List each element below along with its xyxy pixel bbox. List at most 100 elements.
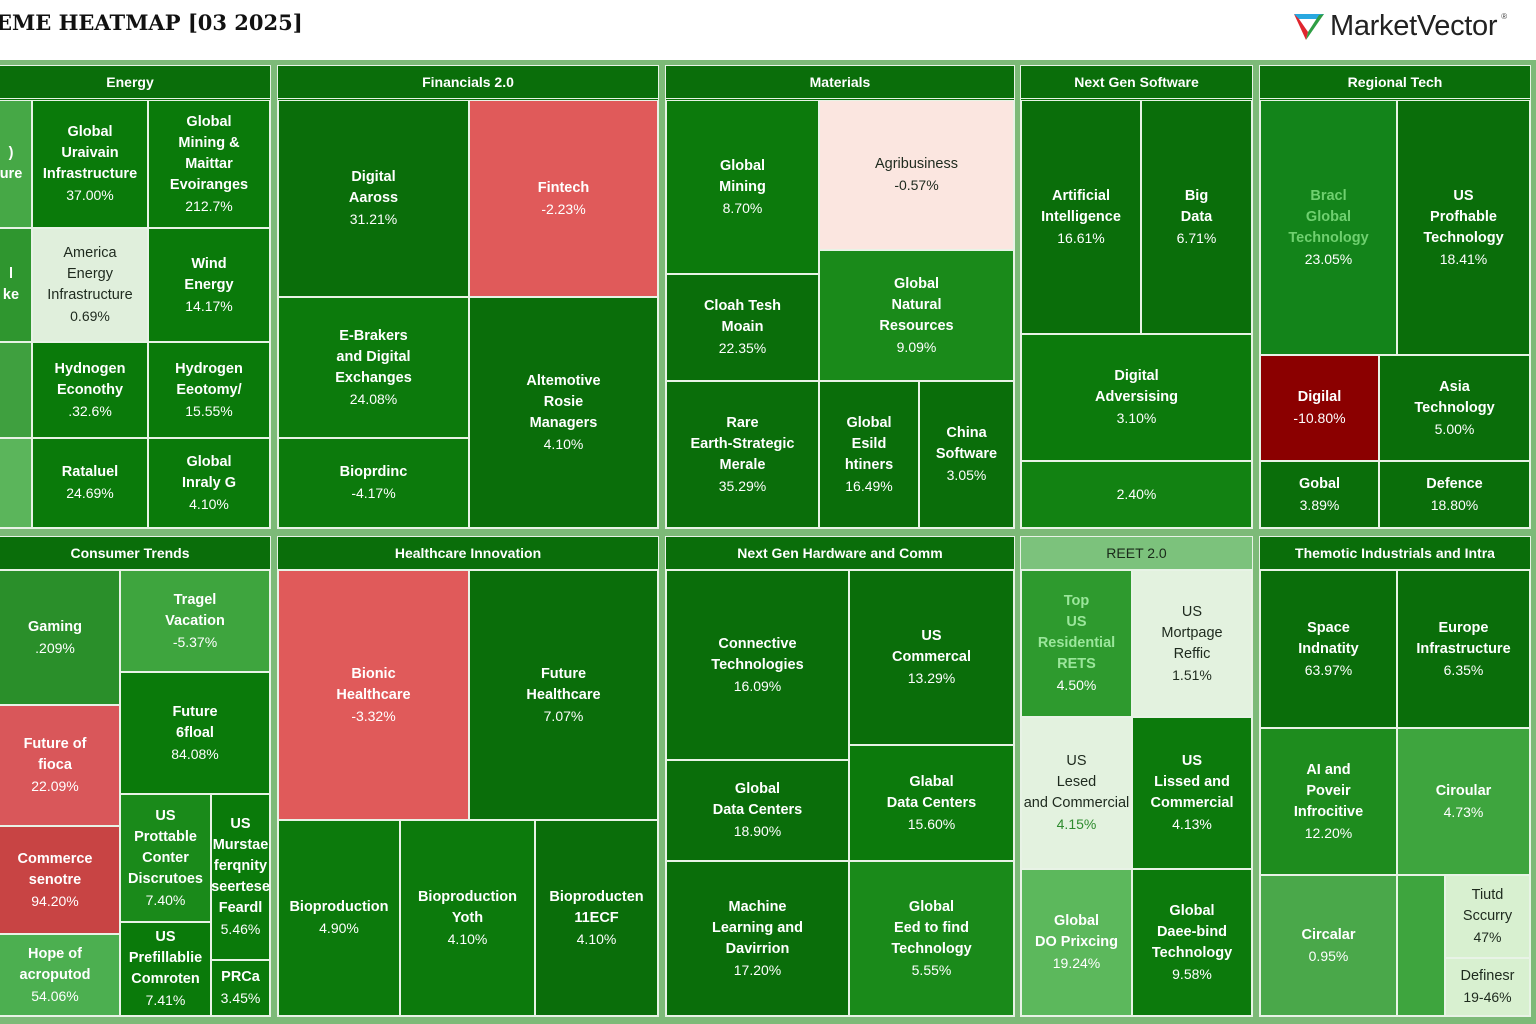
tile-glabal-data-centers[interactable]: Glabal Data Centers 15.60% [849,745,1014,861]
tile-america-energy-infrastructure[interactable]: America Energy Infrastructure 0.69% [32,228,148,342]
tile-commerce-senotre[interactable]: Commerce senotre 94.20% [0,826,120,934]
tile-machine-learning-and-davirrion[interactable]: Machine Learning and Davirrion 17.20% [666,861,849,1016]
tile-name: US Commercal [892,628,971,665]
sector-header[interactable]: Financials 2.0 [278,66,658,99]
tile-prca[interactable]: PRCa 3.45% [211,960,270,1016]
sector-header[interactable]: Next Gen Hardware and Comm [666,537,1014,570]
sector-header[interactable]: Consumer Trends [0,537,270,570]
tile-europe-infrastructure[interactable]: Europe Infrastructure 6.35% [1397,570,1530,728]
tile-altemotive-rosie-managers[interactable]: Altemotive Rosie Managers 4.10% [469,297,658,528]
tile-digilal[interactable]: Digilal -10.80% [1260,355,1379,461]
tile-ai-and-poveir-infrocitive[interactable]: AI and Poveir Infrocitive 12.20% [1260,728,1397,875]
tile-tragel-vacation[interactable]: Tragel Vacation -5.37% [120,570,270,672]
tile-gaming[interactable]: Gaming .209% [0,570,120,705]
tile-rare-earth-strategic-merale[interactable]: Rare Earth-Strategic Merale 35.29% [666,381,819,528]
tile-name: Future Healthcare [526,665,601,703]
tile-cloah-tesh-moain[interactable]: Cloah Tesh Moain 22.35% [666,274,819,381]
tile-name: Global Daee-bind Technology [1151,902,1233,961]
tile-circalar[interactable]: Circalar 0.95% [1260,875,1397,1016]
tile-name: Global DO Prixcing [1035,913,1118,950]
tile-digital-adversising[interactable]: Digital Adversising 3.10% [1021,334,1252,461]
tile-global-mining[interactable]: Global Mining 8.70% [666,100,819,274]
tile-hydrogen-eeotomy[interactable]: Hydrogen Eeotomy/15.55% [148,342,270,438]
tile-ure[interactable]: ) ure [0,100,32,228]
tile-return: 15.60% [907,815,956,832]
tile-bionic-healthcare[interactable]: Bionic Healthcare -3.32% [278,570,469,820]
tile-ciroular[interactable]: Ciroular 4.73% [1397,728,1530,875]
tile-global-natural-resources[interactable]: Global Natural Resources 9.09% [819,250,1014,381]
tile-tiutd-sccurry[interactable]: Tiutd Sccurry 47% [1445,875,1530,958]
tile-bioproduction[interactable]: Bioproduction 4.90% [278,820,400,1016]
sector-header[interactable]: Energy [0,66,270,99]
tile-rataluel[interactable]: Rataluel 24.69% [32,438,148,528]
tile-future-healthcare[interactable]: Future Healthcare 7.07% [469,570,658,820]
tile-artificial-intelligence[interactable]: Artificial Intelligence 16.61% [1021,100,1141,334]
tile-global-uraivain-infrastructure[interactable]: Global Uraivain Infrastructure 37.00% [32,100,148,228]
tile-name: Gaming [28,618,82,635]
tile-name: Bioproducten 11ECF [549,888,644,926]
tile-return: 18.80% [1430,496,1479,513]
tile-global-inraly-g[interactable]: Global Inraly G 4.10% [148,438,270,528]
sector-header[interactable]: REET 2.0 [1021,537,1252,570]
tile-bioprdinc[interactable]: Bioprdinc -4.17% [278,438,469,528]
tile-fintech[interactable]: Fintech -2.23% [469,100,658,297]
tile-global-daee-bind-technology[interactable]: Global Daee-bind Technology 9.58% [1132,869,1252,1016]
tile-name: US Profhable Technology [1423,187,1504,246]
tile-unnamed[interactable] [0,342,32,438]
tile-us-mortpage-reffic[interactable]: US Mortpage Reffic 1.51% [1132,570,1252,717]
tile-unnamed[interactable]: 2.40% [1021,461,1252,528]
tile-name: PRCa [221,969,260,985]
tile-global-eed-to-find-technology[interactable]: Global Eed to find Technology 5.55% [849,861,1014,1016]
tile-hydnogen-econothy[interactable]: Hydnogen Econothy .32.6% [32,342,148,438]
tile-global-mining-maittar-evoiranges[interactable]: Global Mining & Maittar Evoiranges 212.7% [148,100,270,228]
tile-big-data[interactable]: Big Data 6.71% [1141,100,1252,334]
tile-bioproducten-11ecf[interactable]: Bioproducten 11ECF 4.10% [535,820,658,1016]
tile-defence[interactable]: Defence 18.80% [1379,461,1530,528]
tile-connective-technologies[interactable]: Connective Technologies 16.09% [666,570,849,760]
tile-return: 22.09% [31,778,79,794]
tile-return: 94.20% [31,892,79,909]
tile-hope-of-acroputod[interactable]: Hope of acroputod 54.06% [0,934,120,1016]
tile-definesr[interactable]: Definesr 19-46% [1445,958,1530,1016]
sector-header[interactable]: Regional Tech [1260,66,1530,99]
tile-name: Top US Residential RETS [1037,593,1116,672]
tile-bioproduction-yoth[interactable]: Bioproduction Yoth 4.10% [400,820,535,1016]
tile-space-indnatity[interactable]: Space Indnatity 63.97% [1260,570,1397,728]
tile-future-6floal[interactable]: Future 6floal 84.08% [120,672,270,794]
tile-name: Tragel Vacation [165,591,225,629]
tile-us-lesed-and-commercial[interactable]: US Lesed and Commercial 4.15% [1021,717,1132,869]
tile-us-murstae-ferqnity-seertese-feardl[interactable]: US Murstae ferqnity seertese Feardl 5.46% [211,794,270,960]
tile-us-prefillablie-comroten[interactable]: US Prefillablie Comroten 7.41% [120,922,211,1016]
sector-header[interactable]: Themotic Industrials and Intra [1260,537,1530,570]
tile-wind-energy[interactable]: Wind Energy 14.17% [148,228,270,342]
tile-us-commercal[interactable]: US Commercal 13.29% [849,570,1014,745]
tile-name: Global Data Centers [712,781,803,818]
tile-l-ke[interactable]: l ke [0,228,32,342]
sector-header[interactable]: Healthcare Innovation [278,537,658,570]
tile-return: 4.13% [1172,816,1212,832]
tile-gobal[interactable]: Gobal 3.89% [1260,461,1379,528]
tile-name: Ciroular [1435,782,1492,799]
tile-global-do-prixcing[interactable]: Global DO Prixcing 19.24% [1021,869,1132,1016]
tile-agribusiness[interactable]: Agribusiness -0.57% [819,100,1014,250]
tile-us-profhable-technology[interactable]: US Profhable Technology 18.41% [1397,100,1530,355]
tile-return: 13.29% [907,670,956,686]
tile-us-lissed-and-commercial[interactable]: US Lissed and Commercial 4.13% [1132,717,1252,869]
tile-top-us-residential-rets[interactable]: Top US Residential RETS 4.50% [1021,570,1132,717]
tile-e-brakers-and-digital-exchanges[interactable]: E-Brakers and Digital Exchanges 24.08% [278,297,469,438]
tile-us-prottable-conter-discrutoes[interactable]: US Prottable Conter Discrutoes 7.40% [120,794,211,922]
sector-header[interactable]: Materials [666,66,1014,99]
tile-bracl-global-technology[interactable]: Bracl Global Technology 23.05% [1260,100,1397,355]
tile-return: 22.35% [718,340,767,356]
sector-header[interactable]: Next Gen Software [1021,66,1252,99]
tile-global-data-centers[interactable]: Global Data Centers 18.90% [666,760,849,861]
tile-digital-aaross[interactable]: Digital Aaross 31.21% [278,100,469,297]
tile-asia-technology[interactable]: Asia Technology 5.00% [1379,355,1530,461]
tile-global-esild-htiners[interactable]: Global Esild htiners 16.49% [819,381,919,528]
tile-china-software[interactable]: China Software 3.05% [919,381,1014,528]
tile-unnamed[interactable] [0,438,32,528]
tile-return: 7.41% [145,992,186,1008]
tile-future-of-fioca[interactable]: Future of fioca 22.09% [0,705,120,826]
tile-return: -5.37% [172,633,218,650]
tile-unnamed[interactable] [1397,875,1445,1016]
